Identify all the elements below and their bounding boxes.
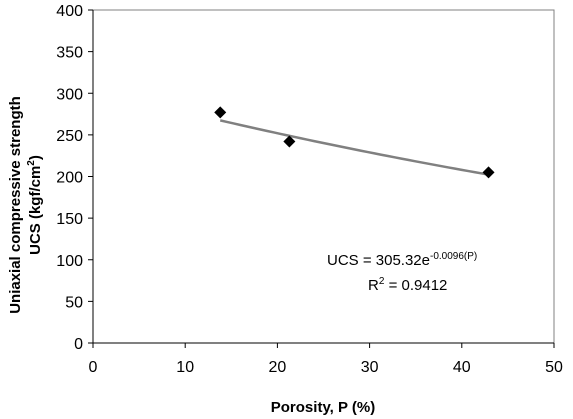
y-axis-title-base: UCS (kgf/cm xyxy=(27,166,44,255)
x-axis-title: Porosity, P (%) xyxy=(271,399,375,416)
r-squared-sup: 2 xyxy=(379,276,385,287)
y-tick-label: 300 xyxy=(56,86,83,103)
r-squared-label: R2 = 0.9412 xyxy=(368,276,447,294)
y-tick-label: 400 xyxy=(56,3,83,20)
y-tick-label: 100 xyxy=(56,253,83,270)
y-axis-title-sup: 2 xyxy=(26,160,37,166)
x-tick-label: 50 xyxy=(545,359,563,376)
y-tick-label: 150 xyxy=(56,211,83,228)
x-tick-label: 30 xyxy=(361,359,379,376)
trendline xyxy=(219,119,489,176)
y-tick-label: 0 xyxy=(74,336,83,353)
y-axis-title-line1: Uniaxial compressive strength xyxy=(7,96,24,314)
equation-exponent: -0.0096(P) xyxy=(430,251,477,262)
y-tick-label: 350 xyxy=(56,45,83,62)
data-point xyxy=(482,166,495,179)
y-tick-label: 200 xyxy=(56,170,83,187)
equation-label: UCS = 305.32e-0.0096(P) xyxy=(327,251,477,269)
x-tick-label: 10 xyxy=(176,359,194,376)
y-axis-title-end: ) xyxy=(27,155,44,160)
equation-base: UCS = 305.32e xyxy=(327,252,430,269)
data-points xyxy=(214,106,495,179)
x-ticks: 0 10 20 30 40 50 xyxy=(89,343,563,376)
r-squared-value: = 0.9412 xyxy=(384,277,447,294)
y-axis-title-line2: UCS (kgf/cm2) xyxy=(26,155,44,255)
data-point xyxy=(283,135,296,148)
x-tick-label: 0 xyxy=(89,359,98,376)
plot-area xyxy=(92,9,555,344)
data-point xyxy=(214,106,227,119)
y-tick-label: 250 xyxy=(56,128,83,145)
y-axis-title: Uniaxial compressive strength UCS (kgf/c… xyxy=(7,96,44,314)
r-squared-base: R xyxy=(368,277,379,294)
y-tick-label: 50 xyxy=(65,294,83,311)
x-tick-label: 20 xyxy=(269,359,287,376)
x-tick-label: 40 xyxy=(453,359,471,376)
y-ticks: 0 50 100 150 200 250 300 350 400 xyxy=(56,3,93,353)
